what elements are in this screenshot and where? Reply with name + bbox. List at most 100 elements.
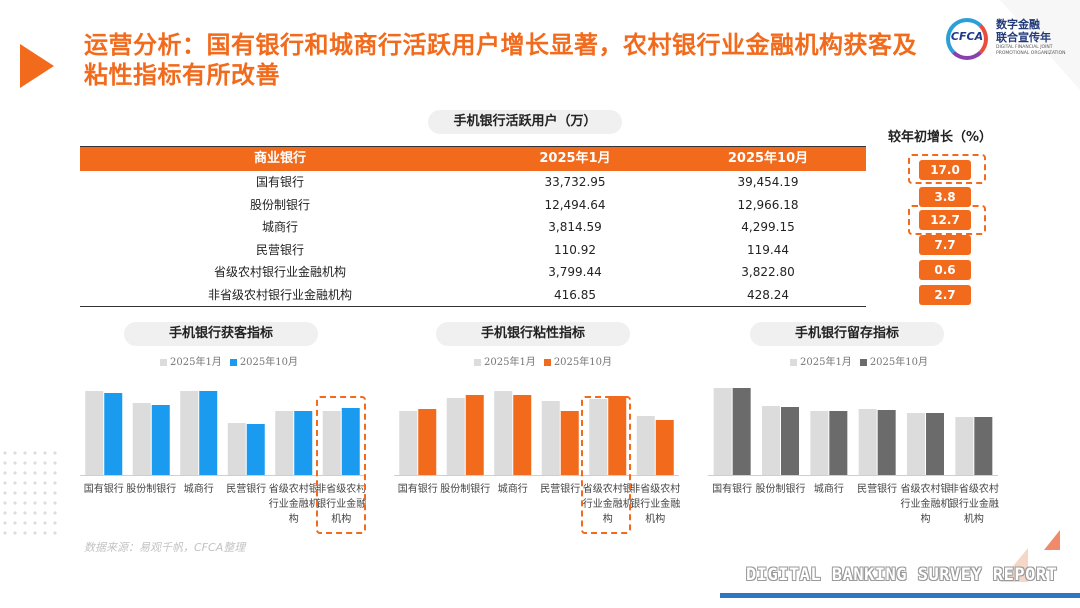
table-bottom-rule (80, 306, 866, 307)
chart-legend: 2025年1月 2025年10月 (474, 353, 620, 368)
bar (104, 393, 123, 475)
x-tick-label: 省级农村银行业金融机构 (900, 484, 951, 525)
bar (446, 398, 465, 475)
chart-plot (394, 391, 679, 476)
page-title: 运营分析：国有银行和城商行活跃用户增长显著，农村银行业金融机构获客及粘性指标有所… (84, 31, 917, 89)
footer-report-title: DIGITAL BANKING SURVEY REPORT (746, 565, 1058, 585)
legend-label: 2025年1月 (800, 357, 852, 368)
row-jan-value: 3,799.44 (548, 265, 602, 279)
legend-label: 2025年10月 (553, 357, 612, 368)
table-row: 非省级农村银行业金融机构 416.85 428.24 (80, 284, 866, 307)
x-tick-label: 城商行 (813, 484, 844, 495)
bar (781, 407, 799, 475)
growth-badge: 0.6 (919, 260, 971, 280)
bar (955, 417, 974, 475)
x-tick-label: 国有银行 (712, 484, 753, 495)
x-tick-label: 非省级农村银行业金融机构 (630, 484, 681, 525)
x-tick-label: 民营银行 (857, 484, 898, 495)
bar (322, 411, 341, 475)
legend-item: 2025年1月 (160, 357, 222, 368)
title-arrow-icon (20, 44, 54, 88)
legend-item: 2025年10月 (543, 357, 612, 368)
highlight-box-acquisition (316, 396, 366, 534)
active-users-table: 商业银行 2025年1月 2025年10月 国有银行 33,732.95 39,45… (80, 147, 866, 306)
x-tick-label: 非省级农村银行业金融机构 (316, 484, 367, 525)
x-tick-label: 城商行 (497, 484, 528, 495)
bar (608, 396, 627, 475)
table-top-rule (80, 146, 866, 147)
x-tick-label: 国有银行 (397, 484, 438, 495)
x-tick-label: 省级农村银行业金融机构 (582, 484, 633, 525)
bar (275, 411, 294, 475)
legend-item: 2025年10月 (859, 357, 928, 368)
bar (399, 411, 418, 475)
legend-label: 2025年1月 (484, 357, 536, 368)
row-bank-name: 国有银行 (255, 175, 304, 189)
header-bank-type: 商业银行 (253, 151, 306, 166)
bar (858, 409, 877, 475)
bar (246, 424, 265, 475)
highlight-box-city-commercial (908, 205, 986, 235)
x-tick-label: 股份制银行 (755, 484, 806, 495)
bar (560, 411, 579, 475)
bar (494, 391, 513, 475)
x-tick-label: 股份制银行 (126, 484, 177, 495)
growth-title: 较年初增长（%） (888, 130, 993, 145)
header-oct: 2025年10月 (727, 151, 809, 166)
bar (151, 405, 170, 475)
data-source-note: 数据来源：易观千帆，CFCA整理 (84, 541, 246, 554)
row-bank-name: 股份制银行 (249, 197, 310, 212)
row-jan-value: 33,732.95 (544, 175, 606, 189)
row-oct-value: 39,454.19 (737, 175, 799, 189)
bar (810, 411, 829, 475)
growth-badge: 17.0 (919, 160, 971, 180)
row-jan-value: 12,494.64 (544, 197, 606, 212)
row-oct-value: 4,299.15 (741, 220, 795, 234)
row-bank-name: 省级农村银行业金融机构 (213, 265, 346, 279)
legend-item: 2025年1月 (474, 357, 536, 368)
row-bank-name: 民营银行 (255, 242, 304, 257)
row-bank-name: 城商行 (261, 220, 298, 234)
bar (907, 413, 925, 475)
growth-badge: 12.7 (919, 210, 971, 230)
table-row: 省级农村银行业金融机构 3,799.44 3,822.80 (80, 261, 866, 284)
bar (974, 417, 993, 475)
chart-title-acquisition: 手机银行获客指标 (124, 322, 318, 346)
chart-title-stickiness: 手机银行粘性指标 (436, 322, 630, 346)
chart-legend: 2025年1月 2025年10月 (160, 353, 306, 368)
legend-swatch (474, 359, 481, 366)
growth-badge: 3.8 (919, 187, 971, 207)
x-tick-label: 城商行 (183, 484, 214, 495)
table-title: 手机银行活跃用户（万） (428, 110, 622, 134)
chart-title-retention: 手机银行留存指标 (750, 322, 944, 346)
bar (829, 411, 848, 475)
bar (926, 413, 944, 475)
row-oct-value: 119.44 (747, 242, 789, 257)
legend-label: 2025年1月 (170, 357, 222, 368)
highlight-box-stickiness (581, 396, 631, 534)
bar (589, 399, 608, 475)
legend-swatch (859, 359, 867, 366)
bar (418, 409, 437, 475)
legend-label: 2025年10月 (869, 357, 928, 368)
x-tick-label: 民营银行 (540, 484, 581, 495)
growth-badge: 7.7 (919, 235, 971, 255)
logo-ring-icon (946, 18, 988, 60)
growth-badge: 2.7 (919, 285, 971, 305)
bar (732, 388, 751, 475)
x-tick-label: 省级农村银行业金融机构 (268, 484, 319, 525)
bar (465, 395, 484, 475)
bar (180, 391, 199, 475)
legend-label: 2025年10月 (239, 357, 298, 368)
row-oct-value: 12,966.18 (737, 197, 799, 212)
bar (199, 391, 218, 475)
chart-plot (708, 388, 998, 476)
row-jan-value: 110.92 (554, 242, 596, 257)
x-tick-label: 非省级农村银行业金融机构 (948, 484, 999, 525)
bar (341, 408, 360, 475)
cfca-logo: CFCA 数字金融 联合宣传年 DIGITAL FINANCIAL JOINT … (944, 16, 1074, 62)
table-row: 国有银行 33,732.95 39,454.19 (80, 171, 866, 194)
dot-pattern-decoration (0, 448, 60, 538)
row-oct-value: 428.24 (747, 287, 789, 302)
